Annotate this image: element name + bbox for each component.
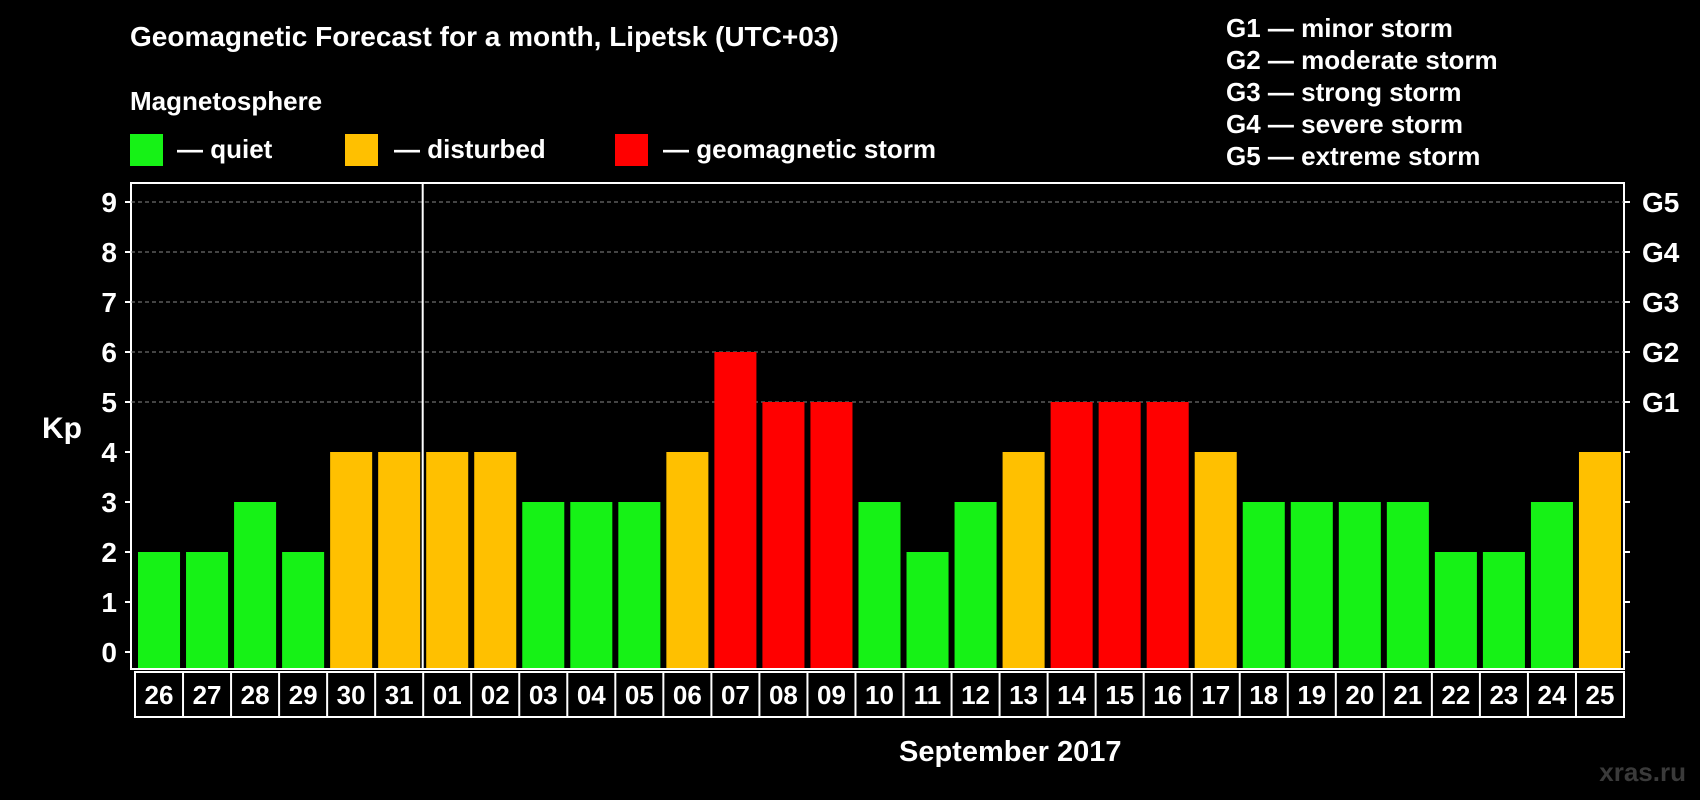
- g-level-label: G5: [1642, 187, 1679, 218]
- x-tick-label: 11: [914, 680, 942, 710]
- bar: [858, 502, 901, 668]
- x-tick-label: 09: [817, 680, 846, 710]
- bar: [810, 402, 853, 668]
- x-tick-label: 18: [1249, 680, 1278, 710]
- x-tick-label: 23: [1489, 680, 1518, 710]
- g-scale-item: G5 — extreme storm: [1226, 141, 1481, 171]
- y-tick-label: 5: [101, 387, 117, 418]
- bar: [234, 502, 277, 668]
- watermark: xras.ru: [1599, 757, 1686, 787]
- bar: [378, 452, 421, 668]
- bar: [1530, 502, 1573, 668]
- bar: [474, 452, 517, 668]
- x-tick-label: 30: [337, 680, 366, 710]
- bar: [186, 552, 229, 668]
- x-tick-label: 22: [1441, 680, 1470, 710]
- y-tick-label: 4: [101, 437, 117, 468]
- plot-frame: [130, 182, 1625, 670]
- y-tick-label: 0: [101, 637, 117, 668]
- bar: [282, 552, 325, 668]
- legend-swatch-storm: [615, 134, 648, 166]
- x-axis-label: September 2017: [899, 736, 1122, 768]
- legend-swatch-quiet: [130, 134, 163, 166]
- g-level-label: G2: [1642, 337, 1679, 368]
- bar: [906, 552, 949, 668]
- legend-heading: Magnetosphere: [130, 86, 323, 116]
- bar: [522, 502, 565, 668]
- x-tick-label: 24: [1537, 680, 1566, 710]
- y-tick-label: 7: [101, 287, 117, 318]
- bar: [762, 402, 805, 668]
- date-row-frame: [134, 671, 1625, 718]
- x-tick-label: 26: [145, 680, 174, 710]
- x-tick-label: 10: [865, 680, 894, 710]
- bar: [1242, 502, 1285, 668]
- bar: [426, 452, 469, 668]
- g-level-label: G1: [1642, 387, 1679, 418]
- x-tick-label: 15: [1105, 680, 1134, 710]
- bar: [1290, 502, 1333, 668]
- g-scale-item: G2 — moderate storm: [1226, 45, 1498, 75]
- x-tick-label: 29: [289, 680, 318, 710]
- g-scale-item: G4 — severe storm: [1226, 109, 1464, 139]
- bar: [1338, 502, 1381, 668]
- x-tick-label: 31: [385, 680, 414, 710]
- x-tick-label: 08: [769, 680, 798, 710]
- bar: [954, 502, 997, 668]
- x-tick-label: 13: [1009, 680, 1038, 710]
- bar: [1194, 452, 1237, 668]
- x-tick-label: 27: [193, 680, 222, 710]
- bar: [666, 452, 709, 668]
- y-tick-label: 3: [101, 487, 117, 518]
- y-tick-label: 1: [101, 587, 117, 618]
- bar: [1578, 452, 1621, 668]
- x-tick-label: 04: [577, 680, 606, 710]
- bar: [1002, 452, 1045, 668]
- g-level-label: G3: [1642, 287, 1679, 318]
- legend-label-storm: — geomagnetic storm: [663, 134, 937, 164]
- bar: [1386, 502, 1429, 668]
- x-tick-label: 12: [961, 680, 990, 710]
- x-tick-label: 25: [1586, 680, 1615, 710]
- bar: [714, 352, 757, 668]
- legend-label-quiet: — quiet: [177, 134, 273, 164]
- x-tick-label: 03: [529, 680, 558, 710]
- y-tick-label: 9: [101, 187, 117, 218]
- x-tick-label: 07: [721, 680, 750, 710]
- x-tick-label: 19: [1297, 680, 1326, 710]
- bar: [1434, 552, 1477, 668]
- x-tick-label: 16: [1153, 680, 1182, 710]
- bar: [1146, 402, 1189, 668]
- bar: [570, 502, 613, 668]
- x-tick-label: 17: [1201, 680, 1230, 710]
- x-tick-label: 02: [481, 680, 510, 710]
- g-scale-item: G1 — minor storm: [1226, 13, 1453, 43]
- x-tick-label: 01: [433, 680, 462, 710]
- bar: [618, 502, 661, 668]
- bar: [330, 452, 373, 668]
- chart-title: Geomagnetic Forecast for a month, Lipets…: [130, 21, 839, 52]
- legend-swatch-disturbed: [345, 134, 378, 166]
- g-scale-legend: G1 — minor storm G2 — moderate storm G3 …: [1226, 12, 1498, 172]
- bar: [1050, 402, 1093, 668]
- legend-label-disturbed: — disturbed: [394, 134, 546, 164]
- x-tick-label: 05: [625, 680, 654, 710]
- g-scale-item: G3 — strong storm: [1226, 77, 1462, 107]
- x-tick-label: 21: [1393, 680, 1422, 710]
- bar: [1098, 402, 1141, 668]
- y-tick-label: 2: [101, 537, 117, 568]
- y-tick-label: 6: [101, 337, 117, 368]
- bar: [1482, 552, 1525, 668]
- x-tick-label: 14: [1057, 680, 1086, 710]
- x-tick-label: 28: [241, 680, 270, 710]
- x-tick-label: 06: [673, 680, 702, 710]
- y-tick-label: 8: [101, 237, 117, 268]
- x-tick-label: 20: [1345, 680, 1374, 710]
- y-axis-label: Kp: [42, 412, 82, 445]
- g-level-label: G4: [1642, 237, 1680, 268]
- bar: [138, 552, 181, 668]
